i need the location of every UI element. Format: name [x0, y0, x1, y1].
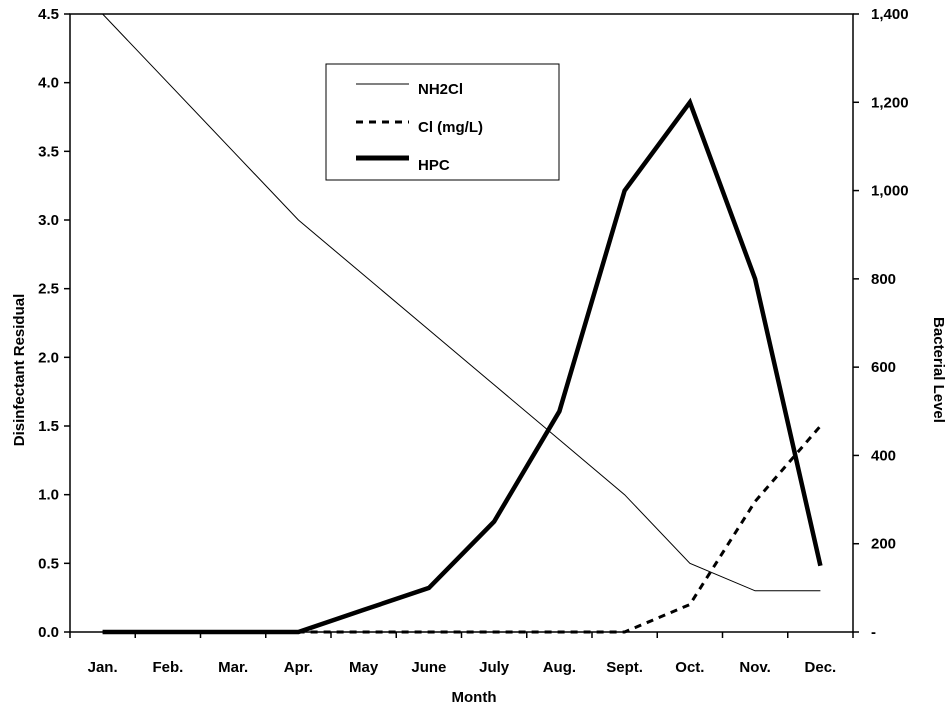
series-layer — [102, 13, 823, 635]
right-tick-label: - — [871, 624, 876, 641]
left-tick-label: 2.0 — [38, 349, 59, 366]
left-tick-label: 2.5 — [38, 281, 59, 298]
right-tick-label: 1,200 — [871, 94, 909, 111]
x-tick-label: Jan. — [88, 659, 118, 676]
x-tick-label: Feb. — [152, 659, 183, 676]
right-tick-label: 800 — [871, 271, 896, 288]
right-y-axis: - 200 400 600 800 1,000 1,200 1,400 — [853, 6, 909, 641]
x-tick-label: May — [349, 659, 379, 676]
x-tick-label: Sept. — [606, 659, 643, 676]
legend: NH2Cl Cl (mg/L) HPC — [325, 63, 560, 181]
x-tick-label: Aug. — [543, 659, 576, 676]
x-axis: Jan. Feb. Mar. Apr. May June July Aug. Sept. Oct.… — [69, 632, 854, 676]
series-line-nh2cl — [102, 13, 821, 592]
left-tick-label: 3.0 — [38, 212, 59, 229]
right-tick-label: 1,000 — [871, 183, 909, 200]
x-tick-label: June — [411, 659, 446, 676]
left-tick-label: 3.5 — [38, 143, 59, 160]
right-tick-label: 400 — [871, 447, 896, 464]
left-tick-label: 1.0 — [38, 487, 59, 504]
left-axis-title: Disinfectant Residual — [11, 294, 28, 447]
right-tick-label: 200 — [871, 536, 896, 553]
x-tick-label: July — [479, 659, 510, 676]
series-line-hpc — [102, 97, 823, 635]
right-axis-title: Bacterial Level — [930, 317, 947, 423]
legend-label-nh2cl: NH2Cl — [418, 81, 463, 98]
x-tick-label: Mar. — [218, 659, 248, 676]
left-tick-label: 4.5 — [38, 6, 59, 23]
right-tick-label: 1,400 — [871, 6, 909, 23]
left-tick-label: 1.5 — [38, 418, 59, 435]
x-tick-label: Nov. — [739, 659, 770, 676]
series-line-cl-mg-l — [102, 425, 822, 634]
x-axis-title: Month — [452, 689, 497, 706]
legend-label-hpc: HPC — [418, 157, 450, 174]
left-tick-label: 0.5 — [38, 555, 59, 572]
left-tick-label: 4.0 — [38, 75, 59, 92]
legend-label-cl: Cl (mg/L) — [418, 119, 483, 136]
x-tick-label: Apr. — [284, 659, 313, 676]
left-tick-label: 0.0 — [38, 624, 59, 641]
left-y-axis: 0.0 0.5 1.0 1.5 2.0 2.5 3.0 3.5 4.0 4.5 — [38, 6, 70, 641]
legend-box — [325, 63, 560, 181]
x-tick-label: Oct. — [675, 659, 704, 676]
right-tick-label: 600 — [871, 359, 896, 376]
x-tick-label: Dec. — [805, 659, 837, 676]
